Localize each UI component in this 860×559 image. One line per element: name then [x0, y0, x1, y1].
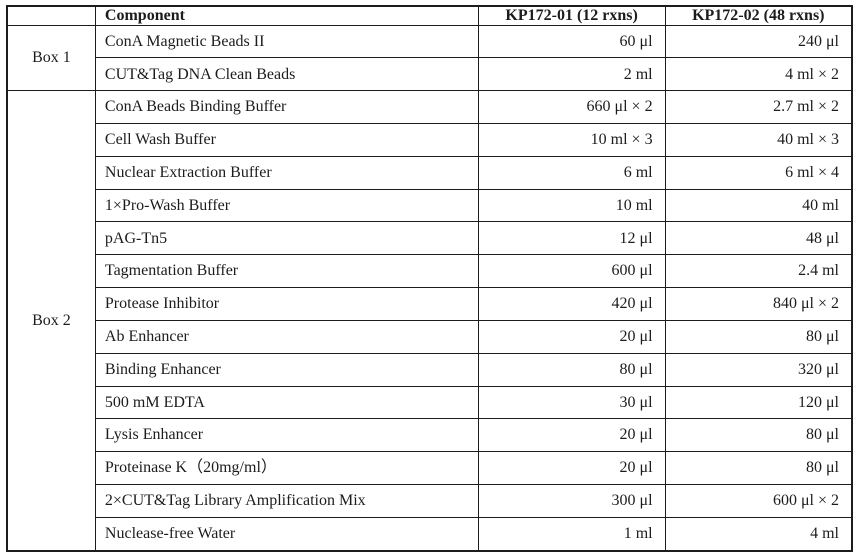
component-name: ConA Magnetic Beads II: [94, 24, 479, 59]
kp172-02-amount: 4 ml × 2: [664, 57, 853, 92]
table-row: Box 1 ConA Magnetic Beads II 60 μl 240 μl: [6, 24, 853, 92]
kp172-01-column-header: KP172-01 (12 rxns): [477, 5, 666, 26]
kp172-02-amount: 240 μl: [664, 24, 853, 59]
component-name: Nuclear Extraction Buffer: [94, 155, 479, 190]
box-label: Box 2: [6, 90, 96, 552]
kp172-01-amount: 10 ml × 3: [477, 123, 666, 157]
kp172-01-amount: 6 ml: [477, 155, 666, 190]
kp172-01-amount: 20 μl: [477, 451, 666, 485]
kp172-01-amount: 600 μl: [477, 254, 666, 289]
kp172-02-amount: 80 μl: [664, 418, 853, 453]
kp172-02-amount: 80 μl: [664, 319, 853, 354]
kp172-02-amount: 320 μl: [664, 352, 853, 387]
component-name: Nuclease-free Water: [94, 516, 479, 552]
table-row: pAG-Tn5 12 μl 48 μl: [7, 221, 853, 256]
component-column-header: Component: [94, 5, 479, 26]
component-name: 1×Pro-Wash Buffer: [94, 188, 479, 223]
kp172-02-amount: 600 μl × 2: [664, 483, 853, 518]
table-row: Nuclear Extraction Buffer 6 ml 6 ml × 4: [7, 155, 853, 190]
table-row: Protease Inhibitor 420 μl 840 μl × 2: [7, 287, 853, 321]
table-row: Proteinase K（20mg/ml） 20 μl 80 μl: [7, 451, 853, 485]
component-name: CUT&Tag DNA Clean Beads: [94, 57, 479, 92]
kp172-02-amount: 120 μl: [664, 385, 853, 420]
table-row: Lysis Enhancer 20 μl 80 μl: [7, 418, 853, 453]
component-name: Cell Wash Buffer: [94, 123, 479, 157]
table-row: Box 2 ConA Beads Binding Buffer 660 μl × 2…: [6, 90, 853, 552]
kp172-02-amount: 840 μl × 2: [664, 287, 853, 321]
component-name: Protease Inhibitor: [94, 287, 479, 321]
kp172-01-amount: 1 ml: [477, 516, 666, 552]
kp172-02-column-header: KP172-02 (48 rxns): [664, 5, 853, 26]
table-row: Tagmentation Buffer 600 μl 2.4 ml: [7, 254, 853, 289]
table-row: 2×CUT&Tag Library Amplification Mix 300 μ…: [7, 483, 853, 518]
kp172-01-amount: 10 ml: [477, 188, 666, 223]
kp172-01-amount: 80 μl: [477, 352, 666, 387]
kp172-02-amount: 4 ml: [664, 516, 853, 552]
kp172-01-amount: 30 μl: [477, 385, 666, 420]
box-column-header: [6, 5, 96, 26]
header-row: Component KP172-01 (12 rxns) KP172-02 (4…: [6, 5, 853, 26]
table-row: CUT&Tag DNA Clean Beads 2 ml 4 ml × 2: [7, 57, 853, 92]
table-row: Nuclease-free Water 1 ml 4 ml: [7, 516, 853, 552]
component-name: ConA Beads Binding Buffer: [94, 90, 479, 125]
table-row: 1×Pro-Wash Buffer 10 ml 40 ml: [7, 188, 853, 223]
kp172-02-amount: 48 μl: [664, 221, 853, 256]
kit-components-table: Component KP172-01 (12 rxns) KP172-02 (4…: [6, 5, 853, 552]
component-name: Tagmentation Buffer: [94, 254, 479, 289]
kp172-01-amount: 420 μl: [477, 287, 666, 321]
kp172-02-amount: 80 μl: [664, 451, 853, 485]
kp172-01-amount: 20 μl: [477, 418, 666, 453]
kp172-02-amount: 40 ml × 3: [664, 123, 853, 157]
kp172-01-amount: 660 μl × 2: [477, 90, 666, 125]
kp172-02-amount: 2.4 ml: [664, 254, 853, 289]
component-name: Binding Enhancer: [94, 352, 479, 387]
component-name: Proteinase K（20mg/ml）: [94, 451, 479, 485]
component-name: 500 mM EDTA: [94, 385, 479, 420]
kp172-01-amount: 12 μl: [477, 221, 666, 256]
table-row: Cell Wash Buffer 10 ml × 3 40 ml × 3: [7, 123, 853, 157]
kp172-01-amount: 300 μl: [477, 483, 666, 518]
component-name: 2×CUT&Tag Library Amplification Mix: [94, 483, 479, 518]
component-name: pAG-Tn5: [94, 221, 479, 256]
kp172-02-amount: 6 ml × 4: [664, 155, 853, 190]
table-row: 500 mM EDTA 30 μl 120 μl: [7, 385, 853, 420]
box-label: Box 1: [6, 24, 96, 92]
table-row: Ab Enhancer 20 μl 80 μl: [7, 319, 853, 354]
component-name: Lysis Enhancer: [94, 418, 479, 453]
table-row: Binding Enhancer 80 μl 320 μl: [7, 352, 853, 387]
kp172-02-amount: 40 ml: [664, 188, 853, 223]
kp172-02-amount: 2.7 ml × 2: [664, 90, 853, 125]
kp172-01-amount: 20 μl: [477, 319, 666, 354]
component-name: Ab Enhancer: [94, 319, 479, 354]
kp172-01-amount: 2 ml: [477, 57, 666, 92]
kp172-01-amount: 60 μl: [477, 24, 666, 59]
